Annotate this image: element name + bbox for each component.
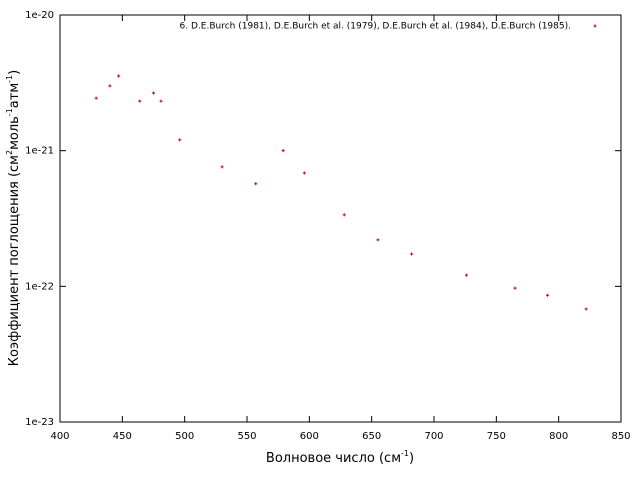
data-point — [410, 252, 414, 256]
data-point — [376, 238, 380, 242]
data-point — [584, 307, 588, 311]
x-axis-title: Волновое число (см-1) — [266, 449, 414, 466]
legend-label: 6. D.E.Burch (1981), D.E.Burch et al. (1… — [180, 22, 571, 32]
x-tick-label: 800 — [549, 431, 568, 442]
x-tick-label: 550 — [237, 431, 256, 442]
y-label-sup: -1 — [5, 75, 14, 83]
x-tick-label: 600 — [300, 431, 319, 442]
data-point — [254, 182, 258, 186]
y-tick-label: 1e-21 — [25, 146, 54, 157]
data-point — [464, 273, 468, 277]
x-label-sup: -1 — [401, 449, 409, 458]
data-point — [342, 213, 346, 217]
data-point — [159, 99, 163, 103]
data-point — [108, 84, 112, 88]
y-label-part: ) — [7, 70, 22, 75]
x-tick-label: 500 — [175, 431, 194, 442]
data-point — [178, 138, 182, 142]
x-tick-label: 750 — [487, 431, 506, 442]
x-tick-label: 400 — [50, 431, 69, 442]
x-tick-label: 700 — [424, 431, 443, 442]
data-point — [117, 74, 121, 78]
y-label-part: Коэффициент поглощения (см — [7, 155, 22, 366]
y-label-sup: -1 — [5, 108, 14, 116]
x-tick-label: 650 — [362, 431, 381, 442]
y-tick-label: 1e-22 — [25, 281, 54, 292]
y-tick-label: 1e-23 — [25, 417, 54, 428]
data-point — [302, 171, 306, 175]
y-tick-label: 1e-20 — [25, 10, 54, 21]
y-label-sup: 2 — [5, 150, 14, 155]
data-point — [94, 96, 98, 100]
plot-frame — [59, 14, 622, 423]
y-label-part: моль — [7, 116, 22, 150]
data-point — [545, 293, 549, 297]
x-tick-label: 850 — [611, 431, 630, 442]
y-axis-title: Коэффициент поглощения (см2моль-1атм-1) — [5, 70, 22, 366]
data-point — [138, 99, 142, 103]
data-point — [281, 149, 285, 153]
data-point — [513, 286, 517, 290]
x-label-part: Волновое число (см — [266, 451, 401, 466]
x-label-part: ) — [409, 451, 414, 466]
x-tick-label: 450 — [113, 431, 132, 442]
data-point — [152, 91, 155, 95]
data-point — [220, 165, 224, 169]
y-label-part: атм — [7, 83, 22, 108]
legend-marker — [593, 24, 597, 28]
